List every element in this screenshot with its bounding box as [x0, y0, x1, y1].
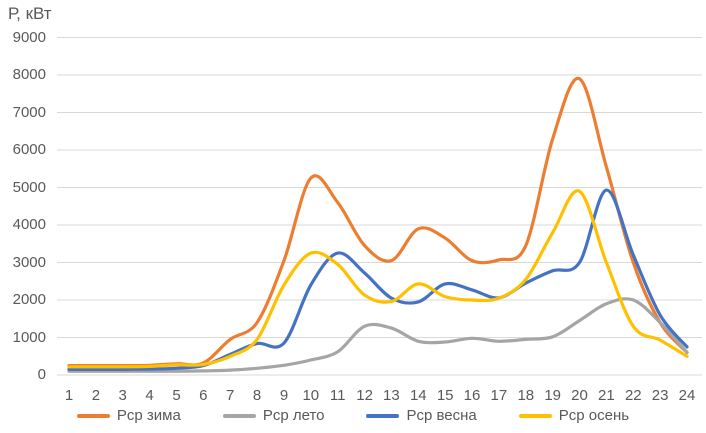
x-tick-label: 3 [118, 387, 127, 404]
x-tick-label: 23 [651, 387, 669, 404]
x-tick-label: 1 [64, 387, 74, 404]
y-tick-label: 5000 [12, 178, 46, 196]
x-tick-label: 18 [517, 387, 535, 404]
x-tick-label: 20 [571, 387, 588, 404]
x-tick-label: 9 [279, 387, 289, 404]
x-tick-label: 14 [409, 387, 427, 404]
x-tick-label: 5 [172, 387, 181, 404]
legend-line-swatch [222, 413, 256, 418]
x-tick-label: 12 [356, 387, 373, 404]
x-tick-label: 16 [463, 387, 481, 404]
x-tick-label: 19 [544, 387, 562, 404]
y-axis-title: Р, кВт [8, 4, 52, 23]
x-tick-label: 21 [598, 387, 615, 404]
legend-line-swatch [76, 413, 110, 418]
x-tick-label: 24 [678, 387, 696, 404]
legend-label: Рср осень [558, 407, 630, 424]
legend-item: Рср осень [518, 407, 630, 424]
legend-line-swatch [366, 413, 400, 418]
x-tick-label: 4 [145, 387, 154, 404]
y-tick-label: 7000 [12, 103, 46, 121]
x-tick-label: 11 [329, 387, 346, 404]
legend-item: Рср зима [76, 407, 181, 424]
y-tick-label: 3000 [12, 253, 46, 271]
legend-label: Рср зима [116, 407, 181, 424]
y-tick-label: 2000 [12, 291, 46, 308]
x-tick-label: 15 [436, 387, 454, 404]
chart-legend: Рср зима Рср лето Рср весна Рср осень [0, 407, 706, 424]
legend-line-swatch [518, 413, 552, 418]
x-tick-label: 17 [490, 387, 508, 404]
x-tick-label: 10 [302, 387, 320, 404]
x-tick-label: 2 [91, 387, 101, 404]
x-tick-label: 8 [252, 387, 262, 404]
y-tick-label: 1000 [12, 328, 46, 346]
series-line [67, 188, 689, 372]
legend-item: Рср весна [366, 407, 477, 424]
series-line [67, 189, 689, 369]
x-tick-label: 6 [199, 387, 208, 404]
legend-item: Рср лето [222, 407, 325, 424]
y-tick-label: 0 [37, 366, 46, 383]
y-tick-label: 4000 [12, 216, 46, 233]
x-tick-label: 13 [383, 387, 400, 404]
series-line [67, 297, 689, 373]
legend-label: Рср весна [406, 407, 477, 424]
x-tick-label: 7 [226, 387, 235, 404]
y-tick-label: 8000 [12, 66, 46, 83]
y-tick-label: 9000 [12, 28, 46, 46]
x-tick-label: 22 [624, 387, 642, 404]
y-tick-label: 6000 [12, 141, 46, 158]
legend-label: Рср лето [262, 407, 325, 424]
